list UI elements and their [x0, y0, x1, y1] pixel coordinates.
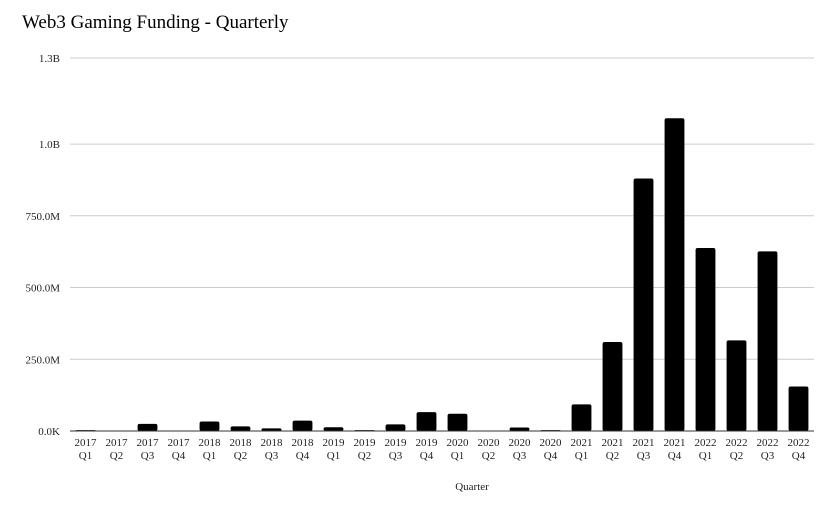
x-tick-label: 2020 Q4 — [540, 437, 563, 462]
bar — [261, 428, 282, 431]
bar — [726, 340, 747, 431]
bar — [137, 423, 158, 431]
x-tick-label: 2017 Q2 — [106, 437, 129, 462]
bar — [757, 251, 778, 431]
bar — [571, 404, 592, 431]
x-tick-label: 2018 Q1 — [199, 437, 222, 462]
bar — [323, 427, 344, 431]
x-tick-label: 2019 Q3 — [385, 437, 408, 462]
x-tick-label: 2019 Q2 — [354, 437, 377, 462]
x-tick-label: 2022 Q2 — [726, 437, 748, 462]
bar — [385, 424, 406, 431]
y-tick-label: 750.0M — [25, 211, 60, 223]
x-tick-label: 2020 Q3 — [509, 437, 532, 462]
y-tick-label: 0.0K — [38, 426, 60, 438]
x-tick-label: 2019 Q1 — [323, 437, 346, 462]
bar — [416, 412, 437, 431]
y-axis-ticks: 0.0K 250.0M 500.0M 750.0M 1.0B 1.3B — [25, 53, 60, 438]
x-axis-ticks: 2017 Q1 2017 Q2 2017 Q3 2017 Q4 2018 Q1 2018 Q2 2018… — [75, 437, 810, 462]
bar — [695, 247, 716, 431]
grid-lines — [70, 57, 814, 360]
x-tick-label: 2021 Q1 — [571, 437, 593, 462]
x-tick-label: 2020 Q1 — [447, 437, 470, 462]
x-tick-label: 2022 Q1 — [695, 437, 717, 462]
y-tick-label: 250.0M — [25, 354, 60, 366]
bar — [292, 420, 313, 431]
x-tick-label: 2017 Q1 — [75, 437, 98, 462]
x-tick-label: 2018 Q3 — [261, 437, 284, 462]
y-tick-label: 500.0M — [25, 283, 60, 295]
bar — [788, 386, 809, 431]
x-tick-label: 2018 Q4 — [292, 437, 315, 462]
x-tick-label: 2021 Q4 — [664, 437, 686, 462]
x-tick-label: 2019 Q4 — [416, 437, 439, 462]
bar — [447, 413, 468, 431]
bar — [664, 118, 685, 431]
x-tick-label: 2020 Q2 — [478, 437, 501, 462]
bar — [509, 427, 530, 431]
y-tick-label: 1.3B — [39, 53, 60, 65]
x-tick-label: 2022 Q3 — [757, 437, 779, 462]
x-axis-label: Quarter — [455, 481, 489, 493]
bars — [75, 118, 809, 431]
x-tick-label: 2021 Q3 — [633, 437, 655, 462]
bar — [230, 426, 251, 431]
x-tick-label: 2021 Q2 — [602, 437, 624, 462]
x-tick-label: 2022 Q4 — [788, 437, 810, 462]
y-tick-label: 1.0B — [39, 139, 60, 151]
chart-title: Web3 Gaming Funding - Quarterly — [22, 12, 289, 33]
bar — [199, 421, 220, 431]
x-tick-label: 2017 Q4 — [168, 437, 191, 462]
x-tick-label: 2017 Q3 — [137, 437, 160, 462]
bar — [633, 178, 654, 431]
x-tick-label: 2018 Q2 — [230, 437, 253, 462]
bar — [602, 342, 623, 431]
